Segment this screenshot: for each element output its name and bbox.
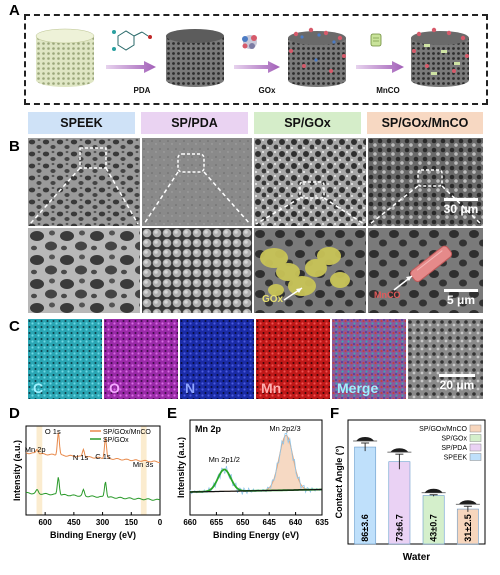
chart-title-e: Mn 2p [195, 424, 222, 434]
peak-annotation-d: N 1s [73, 453, 89, 462]
sem-sp-gox-high-mag: GOx [254, 228, 366, 313]
legend-label-d: SP/GOx [103, 437, 129, 444]
legend-swatch-f [469, 434, 482, 442]
eds-map-c: C [28, 319, 102, 399]
mnco-particle-icon [370, 33, 382, 47]
plot-frame-d [25, 425, 161, 516]
x-tick-label-d: 300 [96, 518, 110, 527]
x-tick-label-d: 450 [67, 518, 81, 527]
panel-label-d: D [9, 405, 20, 422]
scale-bar-30um: 30 μm [440, 198, 482, 216]
gox-annotation: GOx [262, 294, 284, 305]
header-sp-gox-mnco: SP/GOx/MnCO [367, 112, 483, 134]
y-axis-label-f: Contact Angle (°) [334, 446, 344, 519]
speek-scaffold-cylinder [35, 28, 95, 87]
sp-pda-cylinder [166, 29, 224, 87]
droplet-icon [390, 448, 409, 453]
sem-sp-gox-mnco-high-mag: MnCO [368, 228, 483, 313]
plot-frame-e [189, 419, 323, 516]
x-axis-label-e: Binding Energy (eV) [213, 530, 299, 540]
highlight-band-0 [36, 426, 43, 515]
sem-sp-gox-mnco-low-mag [368, 138, 483, 226]
scale-bar-20um: 20 μm [434, 374, 480, 392]
x-tick-label-e: 655 [210, 518, 224, 527]
arrow-mnco [356, 61, 404, 73]
legend-label-d: SP/GOx/MnCO [103, 429, 151, 436]
arrow-pda [106, 61, 156, 73]
highlight-band-1 [140, 426, 147, 515]
eds-map-mn: Mn [256, 319, 330, 399]
contact-angle-chart: 86±3.6 73±6.7 43±0.7 31±2.5 SP/GOx/MnCO SP/GO… [334, 419, 486, 563]
sem-sp-pda-low-mag [142, 138, 252, 226]
step-label-pda: PDA [133, 86, 151, 95]
panel-label-e: E [167, 405, 178, 422]
droplet-icon [424, 488, 443, 493]
x-tick-label-d: 150 [125, 518, 139, 527]
eds-map-o: O [104, 319, 178, 399]
charts-svg: 600 450 300 150 0 Binding Energy (eV) Intensit… [12, 419, 486, 563]
x-tick-label-e: 640 [289, 518, 303, 527]
peak-annotation-d: Mn 2p [25, 445, 46, 454]
sp-gox-mnco-cylinder [411, 27, 469, 87]
bar-value-label: 43±0.7 [429, 514, 439, 541]
legend-swatch-f [469, 453, 482, 461]
background-line-e [190, 488, 322, 493]
peak-label-mn2p1: Mn 2p1/2 [209, 455, 240, 464]
xps-survey-chart: 600 450 300 150 0 Binding Energy (eV) Intensit… [12, 425, 163, 540]
bar-value-label: 31±2.5 [463, 514, 473, 541]
panel-label-b: B [9, 138, 20, 155]
sem-speek-high-mag [28, 228, 140, 313]
eds-map-n: N [180, 319, 254, 399]
series-sp-gox [25, 477, 161, 501]
dopamine-molecule-icon [112, 30, 152, 51]
x-tick-label-e: 645 [263, 518, 277, 527]
legend-label-f: SP/GOx [441, 436, 467, 443]
schematic-frame [24, 14, 488, 105]
legend-swatch-f [469, 443, 482, 452]
sem-speek-low-mag [28, 138, 140, 226]
fabrication-schematic [35, 27, 469, 87]
y-axis-label-e: Intensity (a.u.) [176, 437, 186, 498]
legend-swatch-f [469, 424, 482, 433]
droplet-icon [458, 500, 477, 505]
mn2p-chart: 660 655 650 645 640 635 Binding Energy (eV) Int… [176, 419, 329, 540]
x-axis-label-d: Binding Energy (eV) [50, 530, 136, 540]
x-tick-label-d: 600 [38, 518, 52, 527]
step-label-mnco: MnCO [376, 86, 400, 95]
legend-label-f: SP/PDA [441, 445, 467, 452]
header-sp-gox: SP/GOx [254, 112, 361, 134]
peak-annotation-d: Mn 3s [133, 460, 154, 469]
legend-label-f: SP/GOx/MnCO [419, 426, 467, 433]
eds-sem-image: 20 μm [408, 319, 483, 399]
header-speek: SPEEK [28, 112, 135, 134]
x-tick-label-d: 0 [158, 518, 163, 527]
x-axis-label-f: Water [403, 552, 431, 563]
panel-label-c: C [9, 318, 20, 335]
arrow-gox [234, 61, 280, 73]
scale-bar-5um: 5 μm [440, 289, 482, 307]
bar-value-label: 73±6.7 [394, 514, 404, 541]
peak-annotation-d: C 1s [95, 452, 111, 461]
eds-map-merge: Merge [332, 319, 406, 399]
bar-value-label: 86±3.6 [360, 514, 370, 541]
x-tick-label-e: 635 [315, 518, 329, 527]
sem-sp-gox-low-mag [254, 138, 366, 226]
sp-gox-cylinder [288, 27, 346, 87]
legend-label-f: SPEEK [444, 455, 468, 462]
gox-enzyme-icon [242, 35, 257, 49]
y-axis-label-d: Intensity (a.u.) [12, 440, 22, 501]
x-tick-label-e: 660 [183, 518, 197, 527]
header-sp-pda: SP/PDA [141, 112, 248, 134]
mnco-annotation: MnCO [374, 290, 401, 300]
droplet-icon [356, 437, 375, 441]
series-sp-gox-mnco [25, 432, 160, 463]
sem-sp-pda-high-mag [142, 228, 252, 313]
panel-label-f: F [330, 405, 340, 422]
x-tick-label-e: 650 [236, 518, 250, 527]
peak-annotation-d: O 1s [45, 427, 61, 436]
step-label-gox: GOx [258, 86, 276, 95]
panel-label-a: A [9, 2, 20, 19]
peak-label-mn2p3: Mn 2p2/3 [269, 424, 300, 433]
